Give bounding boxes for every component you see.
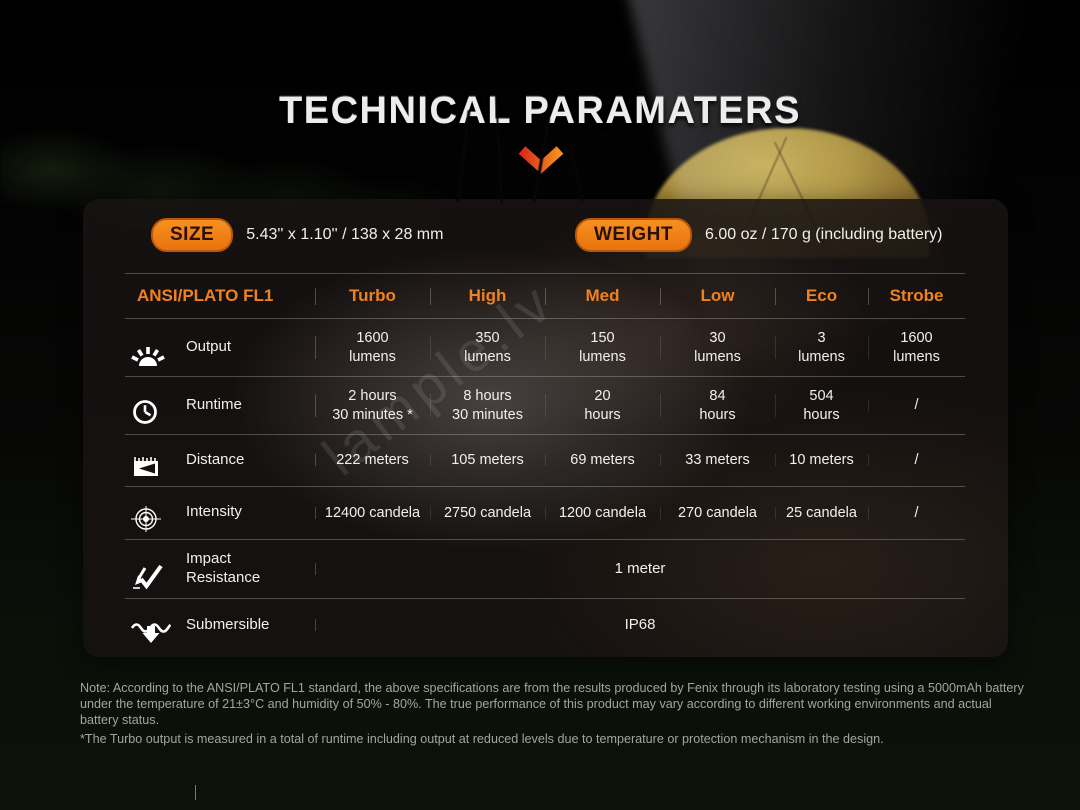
size-value: 5.43'' x 1.10'' / 138 x 28 mm [246,226,444,243]
intensity-eco: 25 candela [775,504,868,522]
impact-label-cell: Impact Resistance [125,543,315,596]
runtime-icon [131,379,173,432]
header-low: Low [660,285,775,306]
intensity-high: 2750 candela [430,504,545,522]
table-header-row: ANSI/PLATO FL1 Turbo High Med Low Eco St… [125,273,965,318]
header-turbo: Turbo [315,285,430,306]
impact-resistance-icon [131,543,173,596]
runtime-strobe: / [868,396,965,414]
distance-turbo: 222 meters [315,451,430,469]
table-row-output: Output 1600 lumens 350 lumens 150 lumens… [125,318,965,376]
distance-low: 33 meters [660,451,775,469]
intensity-turbo: 12400 candela [315,504,430,522]
table-row-runtime: Runtime 2 hours 30 minutes * 8 hours 30 … [125,376,965,434]
submersible-value: IP68 [315,616,965,635]
impact-value: 1 meter [315,560,965,579]
intensity-strobe: / [868,504,965,522]
intensity-label-cell: Intensity [125,487,315,540]
runtime-turbo: 2 hours 30 minutes * [315,387,430,423]
distance-high: 105 meters [430,451,545,469]
row-label: Submersible [186,615,270,633]
output-eco: 3 lumens [775,329,868,365]
spec-panel: SIZE 5.43'' x 1.10'' / 138 x 28 mm WEIGH… [83,199,1008,657]
spec-table: ANSI/PLATO FL1 Turbo High Med Low Eco St… [125,273,965,651]
header-strobe: Strobe [868,285,965,306]
table-row-impact-resistance: Impact Resistance 1 meter [125,539,965,598]
size-badge: SIZE 5.43'' x 1.10'' / 138 x 28 mm [151,218,443,252]
distance-label-cell: Distance [125,435,315,486]
weight-value: 6.00 oz / 170 g (including battery) [705,226,943,243]
table-row-submersible: Submersible IP68 [125,598,965,651]
weight-badge: WEIGHT 6.00 oz / 170 g (including batter… [575,218,942,252]
size-pill: SIZE [151,218,234,252]
output-high: 350 lumens [430,329,545,365]
output-strobe: 1600 lumens [868,329,965,365]
header-eco: Eco [775,285,868,306]
weight-pill: WEIGHT [575,218,692,252]
intensity-low: 270 candela [660,504,775,522]
runtime-med: 20 hours [545,387,660,423]
runtime-low: 84 hours [660,387,775,423]
row-label: Output [186,338,232,356]
note-text: Note: According to the ANSI/PLATO FL1 st… [80,681,1024,728]
output-turbo: 1600 lumens [315,329,430,365]
header-high: High [430,285,545,306]
output-low: 30 lumens [660,329,775,365]
intensity-icon [131,487,173,540]
turbo-footnote: *The Turbo output is measured in a total… [80,732,884,747]
distance-strobe: / [868,451,965,469]
output-label-cell: Output [125,322,315,373]
stray-mark [195,785,196,800]
table-row-distance: Distance 222 meters 105 meters 69 meters… [125,434,965,486]
distance-icon [131,435,173,486]
header-med: Med [545,285,660,306]
title-block: TECHNICAL PARAMATERS [0,90,1080,133]
runtime-eco: 504 hours [775,387,868,423]
header-ansi-plato: ANSI/PLATO FL1 [137,286,274,306]
row-label: Impact Resistance [186,550,261,586]
output-icon [131,322,173,373]
submersible-label-cell: Submersible [125,600,315,651]
row-label: Distance [186,450,245,468]
note-block: Note: According to the ANSI/PLATO FL1 st… [80,680,1026,747]
submersible-icon [130,600,173,651]
distance-eco: 10 meters [775,451,868,469]
distance-med: 69 meters [545,451,660,469]
row-label: Intensity [186,503,242,521]
intensity-med: 1200 candela [545,504,660,522]
output-med: 150 lumens [545,329,660,365]
page-title: TECHNICAL PARAMATERS [279,90,801,132]
table-row-intensity: Intensity 12400 candela 2750 candela 120… [125,485,965,540]
runtime-high: 8 hours 30 minutes [430,387,545,423]
row-label: Runtime [186,396,242,414]
runtime-label-cell: Runtime [125,379,315,432]
